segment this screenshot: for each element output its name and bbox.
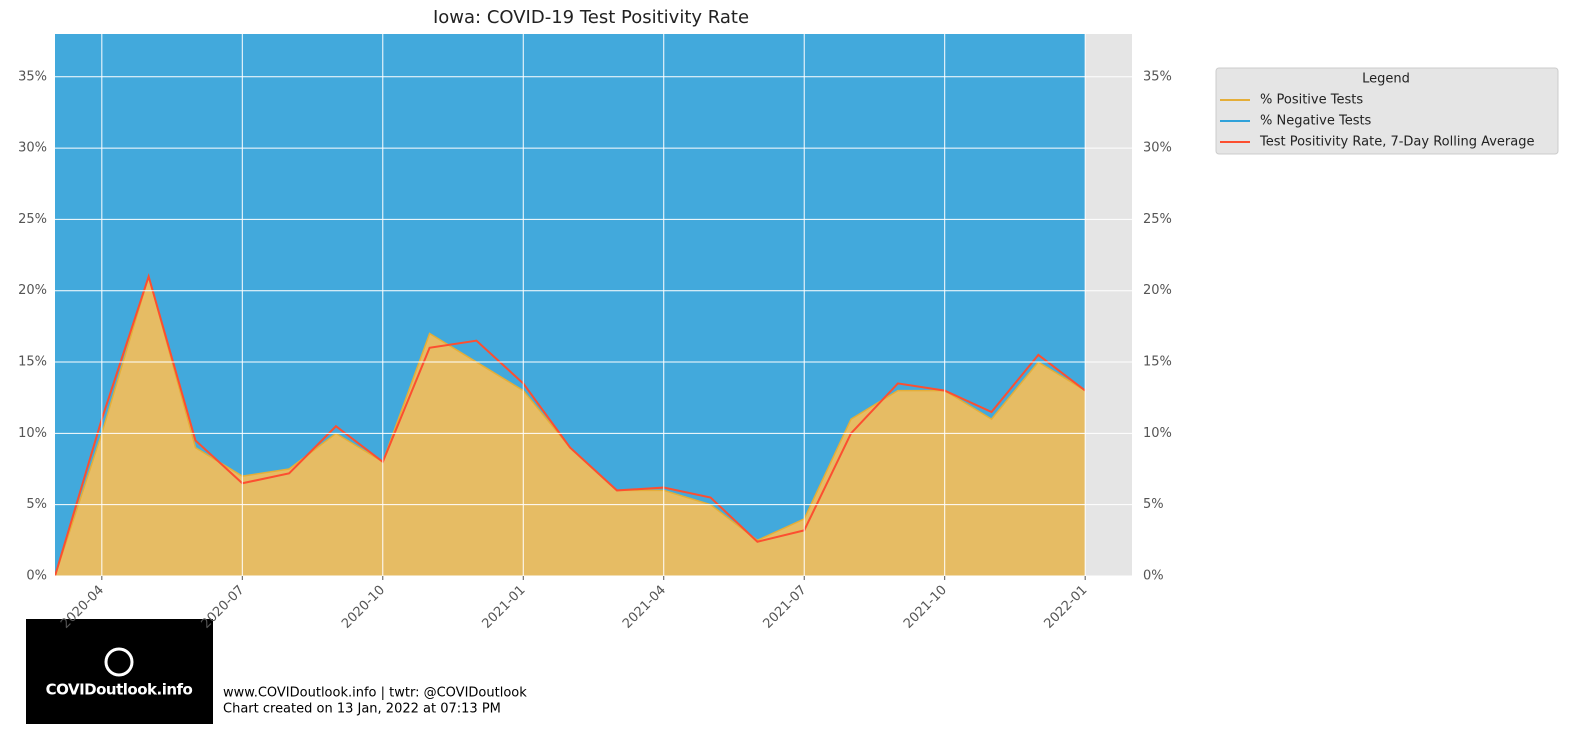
y2-tick-label: 35% xyxy=(1143,69,1172,84)
y-tick-label: 30% xyxy=(18,141,47,156)
y-tick-label: 25% xyxy=(18,212,47,227)
y2-tick-label: 0% xyxy=(1143,569,1164,584)
y-tick-label: 15% xyxy=(18,355,47,370)
area-negative xyxy=(55,34,1086,576)
y-tick-label: 0% xyxy=(26,569,47,584)
y-tick-label: 5% xyxy=(26,497,47,512)
y2-tick-label: 10% xyxy=(1143,426,1172,441)
plot-area xyxy=(55,34,1086,576)
y-tick-label: 20% xyxy=(18,283,47,298)
line-rolling-average xyxy=(55,273,1086,576)
chart-title: Iowa: COVID-19 Test Positivity Rate xyxy=(433,7,749,28)
x-tick-label: 2022-01 xyxy=(1041,583,1090,632)
y2-tick-label: 20% xyxy=(1143,283,1172,298)
x-tick-label: 2021-10 xyxy=(901,583,950,632)
x-tick-label: 2020-10 xyxy=(339,583,388,632)
legend-box xyxy=(1215,67,1559,155)
y-tick-label: 10% xyxy=(18,426,47,441)
area-positive xyxy=(55,276,1086,576)
y2-tick-label: 25% xyxy=(1143,212,1172,227)
legend-title: Legend xyxy=(1362,72,1410,87)
y2-tick-label: 5% xyxy=(1143,497,1164,512)
x-tick-label: 2021-07 xyxy=(760,583,809,632)
legend-label: Test Positivity Rate, 7-Day Rolling Aver… xyxy=(1259,135,1534,150)
legend-label: % Negative Tests xyxy=(1260,114,1372,129)
logo-text: COVIDoutlook.info xyxy=(46,681,193,699)
y2-tick-label: 30% xyxy=(1143,141,1172,156)
footer-text: Chart created on 13 Jan, 2022 at 07:13 P… xyxy=(223,702,501,717)
legend-label: % Positive Tests xyxy=(1260,93,1363,108)
logo-icon xyxy=(104,647,134,677)
footer-text: www.COVIDoutlook.info | twtr: @COVIDoutl… xyxy=(223,686,527,701)
y-tick-label: 35% xyxy=(18,69,47,84)
x-tick-label: 2020-07 xyxy=(199,583,248,632)
y2-tick-label: 15% xyxy=(1143,355,1172,370)
x-tick-label: 2021-04 xyxy=(620,583,669,632)
x-tick-label: 2021-01 xyxy=(480,583,529,632)
logo xyxy=(26,619,213,724)
